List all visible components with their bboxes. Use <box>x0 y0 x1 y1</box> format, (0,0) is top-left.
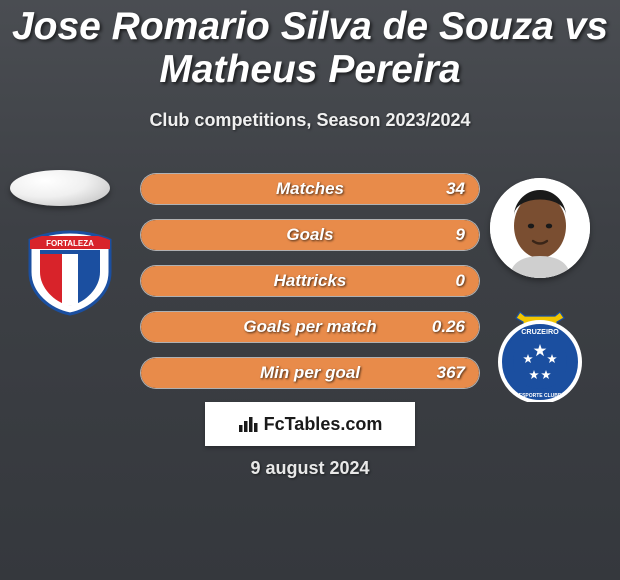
stat-row-goals-per-match: Goals per match 0.26 <box>140 311 480 343</box>
stat-value: 367 <box>437 358 465 388</box>
player-left-avatar <box>10 170 110 206</box>
club-left-logo: FORTALEZA <box>20 228 120 316</box>
subtitle: Club competitions, Season 2023/2024 <box>0 110 620 131</box>
stat-row-hattricks: Hattricks 0 <box>140 265 480 297</box>
club-right-logo: CRUZEIRO ESPORTE CLUBE <box>490 310 590 402</box>
stat-value: 0.26 <box>432 312 465 342</box>
player-right-avatar <box>490 178 590 278</box>
stat-label: Min per goal <box>141 358 479 388</box>
fctables-label: FcTables.com <box>264 414 383 435</box>
fctables-badge: FcTables.com <box>205 402 415 446</box>
stat-row-matches: Matches 34 <box>140 173 480 205</box>
stat-row-min-per-goal: Min per goal 367 <box>140 357 480 389</box>
svg-text:ESPORTE CLUBE: ESPORTE CLUBE <box>519 393 562 399</box>
stat-label: Goals per match <box>141 312 479 342</box>
stat-row-goals: Goals 9 <box>140 219 480 251</box>
svg-text:FORTALEZA: FORTALEZA <box>46 239 94 248</box>
bars-icon <box>238 415 260 433</box>
stat-value: 0 <box>456 266 465 296</box>
stat-label: Goals <box>141 220 479 250</box>
date-label: 9 august 2024 <box>0 458 620 479</box>
page-title: Jose Romario Silva de Souza vs Matheus P… <box>0 0 620 92</box>
stat-value: 34 <box>446 174 465 204</box>
stat-label: Hattricks <box>141 266 479 296</box>
svg-text:CRUZEIRO: CRUZEIRO <box>521 327 559 336</box>
stats-container: Matches 34 Goals 9 Hattricks 0 Goals per… <box>140 173 480 403</box>
stat-label: Matches <box>141 174 479 204</box>
stat-value: 9 <box>456 220 465 250</box>
